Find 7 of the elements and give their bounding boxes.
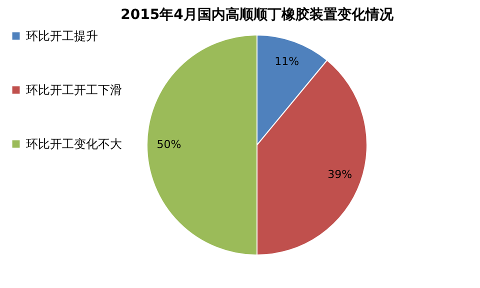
- data-label: 39%: [328, 168, 352, 181]
- data-label: 50%: [156, 138, 182, 151]
- legend-label: 环比开工开工下滑: [26, 83, 122, 97]
- legend-label: 环比开工提升: [26, 29, 98, 43]
- chart-title: 2015年4月国内高顺顺丁橡胶装置变化情况: [120, 6, 394, 23]
- data-label: 11%: [274, 55, 300, 68]
- legend-label: 环比开工变化不大: [26, 137, 122, 151]
